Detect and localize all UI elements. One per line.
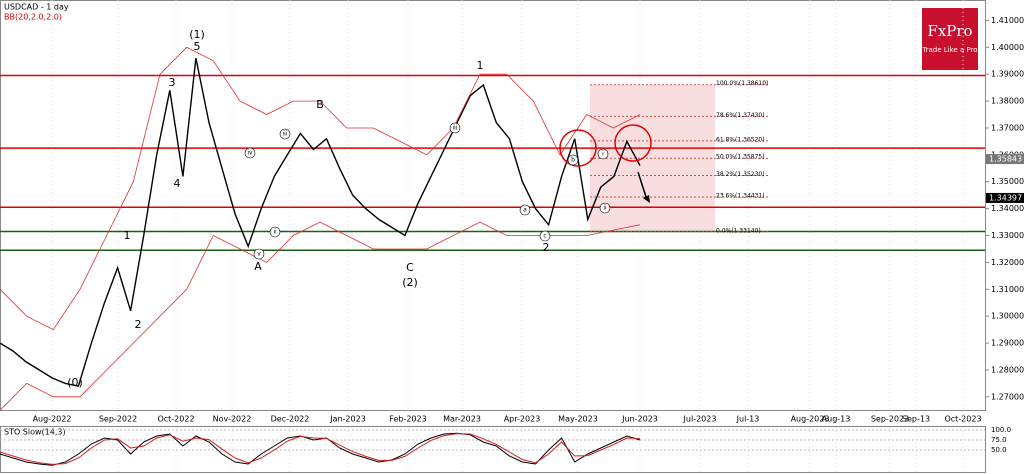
x-tick-label: Jul-2023: [683, 415, 717, 424]
sub-label-ring: [244, 147, 256, 159]
fib-label: 38.2%(1.35230): [716, 171, 765, 178]
x-tick-label: Dec-2022: [271, 415, 310, 424]
wave-label: 5: [194, 40, 201, 53]
logo-tagline: Trade Like a Pro: [921, 46, 977, 54]
x-tick-label: Oct-2022: [157, 415, 194, 424]
fib-label: 100.0%(1.38610): [716, 80, 768, 87]
wave-label: (0): [67, 376, 83, 389]
x-tick-label: Feb-2023: [389, 415, 426, 424]
wave-label: A: [254, 260, 262, 273]
band-line: [0, 46, 641, 331]
logo-name: FxPro: [927, 22, 972, 40]
x-tick-label: Mar-2023: [443, 415, 481, 424]
stoch-title: STO Slow(14,3): [4, 428, 66, 437]
fib-label: 78.6%(1.37430): [716, 112, 765, 119]
y-tick-label: 1.29000: [991, 339, 1024, 348]
wave-label: 3: [169, 76, 176, 89]
fib-label: 50.0%(1.35875): [716, 154, 765, 161]
y-tick-label: 1.39000: [991, 70, 1024, 79]
sub-label: ii: [273, 229, 277, 236]
sub-label: i: [602, 151, 604, 158]
forecast-head: [643, 195, 650, 203]
wave-label: 4: [174, 177, 181, 190]
indicator: BB(20,2.0,2.0): [4, 13, 62, 22]
x-tick-label: Jan-2023: [329, 415, 366, 424]
price-box: [986, 154, 1024, 165]
wave-label: 1: [477, 59, 484, 72]
highlight: [559, 129, 597, 167]
x-tick-label: Aug-2023: [791, 415, 830, 424]
fib-label: 61.8%(1.36520): [716, 136, 765, 143]
price-box: [986, 192, 1024, 203]
fib-label: 0.0%(1.33140): [716, 227, 761, 234]
x-tick-label: Aug-13: [822, 415, 851, 424]
stoch-line: [0, 432, 641, 466]
sub-label: iii: [282, 131, 287, 138]
price-box-label: 1.35843: [989, 155, 1022, 164]
x-tick-label: Aug-2022: [33, 415, 72, 424]
wave-label: 2: [135, 318, 142, 331]
y-tick-label: 1.33000: [991, 231, 1024, 240]
wave-label: (1): [189, 28, 205, 41]
sub-label-ring: [269, 226, 281, 238]
x-tick-label: Jul-13: [736, 415, 760, 424]
sub-label-ring: [599, 202, 611, 214]
x-tick-label: Apr-2023: [504, 415, 541, 424]
y-tick-label: 1.27000: [991, 392, 1024, 401]
price-line: [0, 57, 641, 387]
x-tick-label: Sep-2023: [871, 415, 909, 424]
stoch-line: [0, 433, 641, 465]
y-tick-label: 1.35000: [991, 177, 1024, 186]
x-tick-label: Sep-13: [902, 415, 930, 424]
y-tick-label: 1.40000: [991, 43, 1024, 52]
y-tick-label: 1.30000: [991, 312, 1024, 321]
x-tick-label: Sep-2022: [99, 415, 137, 424]
stoch-tick-label: 50.0: [991, 446, 1007, 454]
wave-label: B: [316, 98, 324, 111]
y-tick-label: 1.38000: [991, 97, 1024, 106]
main-frame: [0, 0, 986, 411]
x-tick-label: Nov-2022: [213, 415, 252, 424]
symbol: USDCAD - 1 day: [4, 3, 69, 12]
sub-label: v: [257, 251, 261, 258]
band-line: [0, 221, 641, 411]
sub-label-ring: [519, 204, 531, 216]
wave-label: 1: [124, 229, 131, 242]
highlight: [614, 124, 652, 162]
y-tick-label: 1.32000: [991, 258, 1024, 267]
sub-label: a: [523, 207, 527, 214]
logo: [922, 8, 978, 70]
x-tick-label: May-2023: [558, 415, 598, 424]
y-tick-label: 1.31000: [991, 285, 1024, 294]
y-tick-label: 1.37000: [991, 123, 1024, 132]
stoch-tick-label: 100.0: [991, 426, 1011, 434]
wave-label: (2): [402, 276, 418, 289]
forecast: [637, 171, 648, 201]
stoch-tick-label: 75.0: [991, 436, 1007, 444]
sub-label: b: [571, 157, 575, 164]
wave-label: 2: [543, 241, 550, 254]
y-tick-label: 1.28000: [991, 365, 1024, 374]
y-tick-label: 1.41000: [991, 16, 1024, 25]
sub-label: c: [543, 233, 546, 240]
sub-label-ring: [449, 122, 461, 134]
wave-label: C: [406, 261, 414, 274]
price-box-label: 1.34397: [989, 193, 1022, 202]
sub-label-ring: [567, 154, 579, 166]
sub-label-ring: [253, 248, 265, 260]
sub-label: iv: [247, 150, 253, 157]
sub-label-ring: [279, 128, 291, 140]
sub-label: iii: [452, 125, 457, 132]
sub-label-ring: [539, 230, 551, 242]
fib-label: 23.6%(1.34431): [716, 193, 765, 200]
y-tick-label: 1.34000: [991, 204, 1024, 213]
sub-label-ring: [597, 148, 609, 160]
x-tick-label: Jun-2023: [621, 415, 658, 424]
x-tick-label: Oct-2023: [944, 415, 981, 424]
sub-label: ii: [603, 205, 607, 212]
